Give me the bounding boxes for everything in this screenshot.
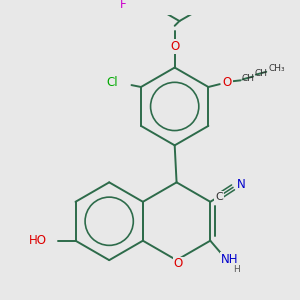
Text: O: O (223, 76, 232, 89)
Text: O: O (174, 257, 183, 270)
Text: C: C (215, 192, 223, 202)
Text: F: F (120, 0, 127, 11)
Text: H: H (233, 265, 240, 274)
Text: CH₃: CH₃ (268, 64, 285, 74)
Text: CH: CH (242, 74, 255, 83)
Text: N: N (237, 178, 246, 191)
Text: HO: HO (29, 234, 47, 247)
Text: NH: NH (220, 253, 238, 266)
Text: O: O (170, 40, 179, 53)
Text: CH: CH (255, 69, 268, 78)
Text: Cl: Cl (106, 76, 118, 89)
